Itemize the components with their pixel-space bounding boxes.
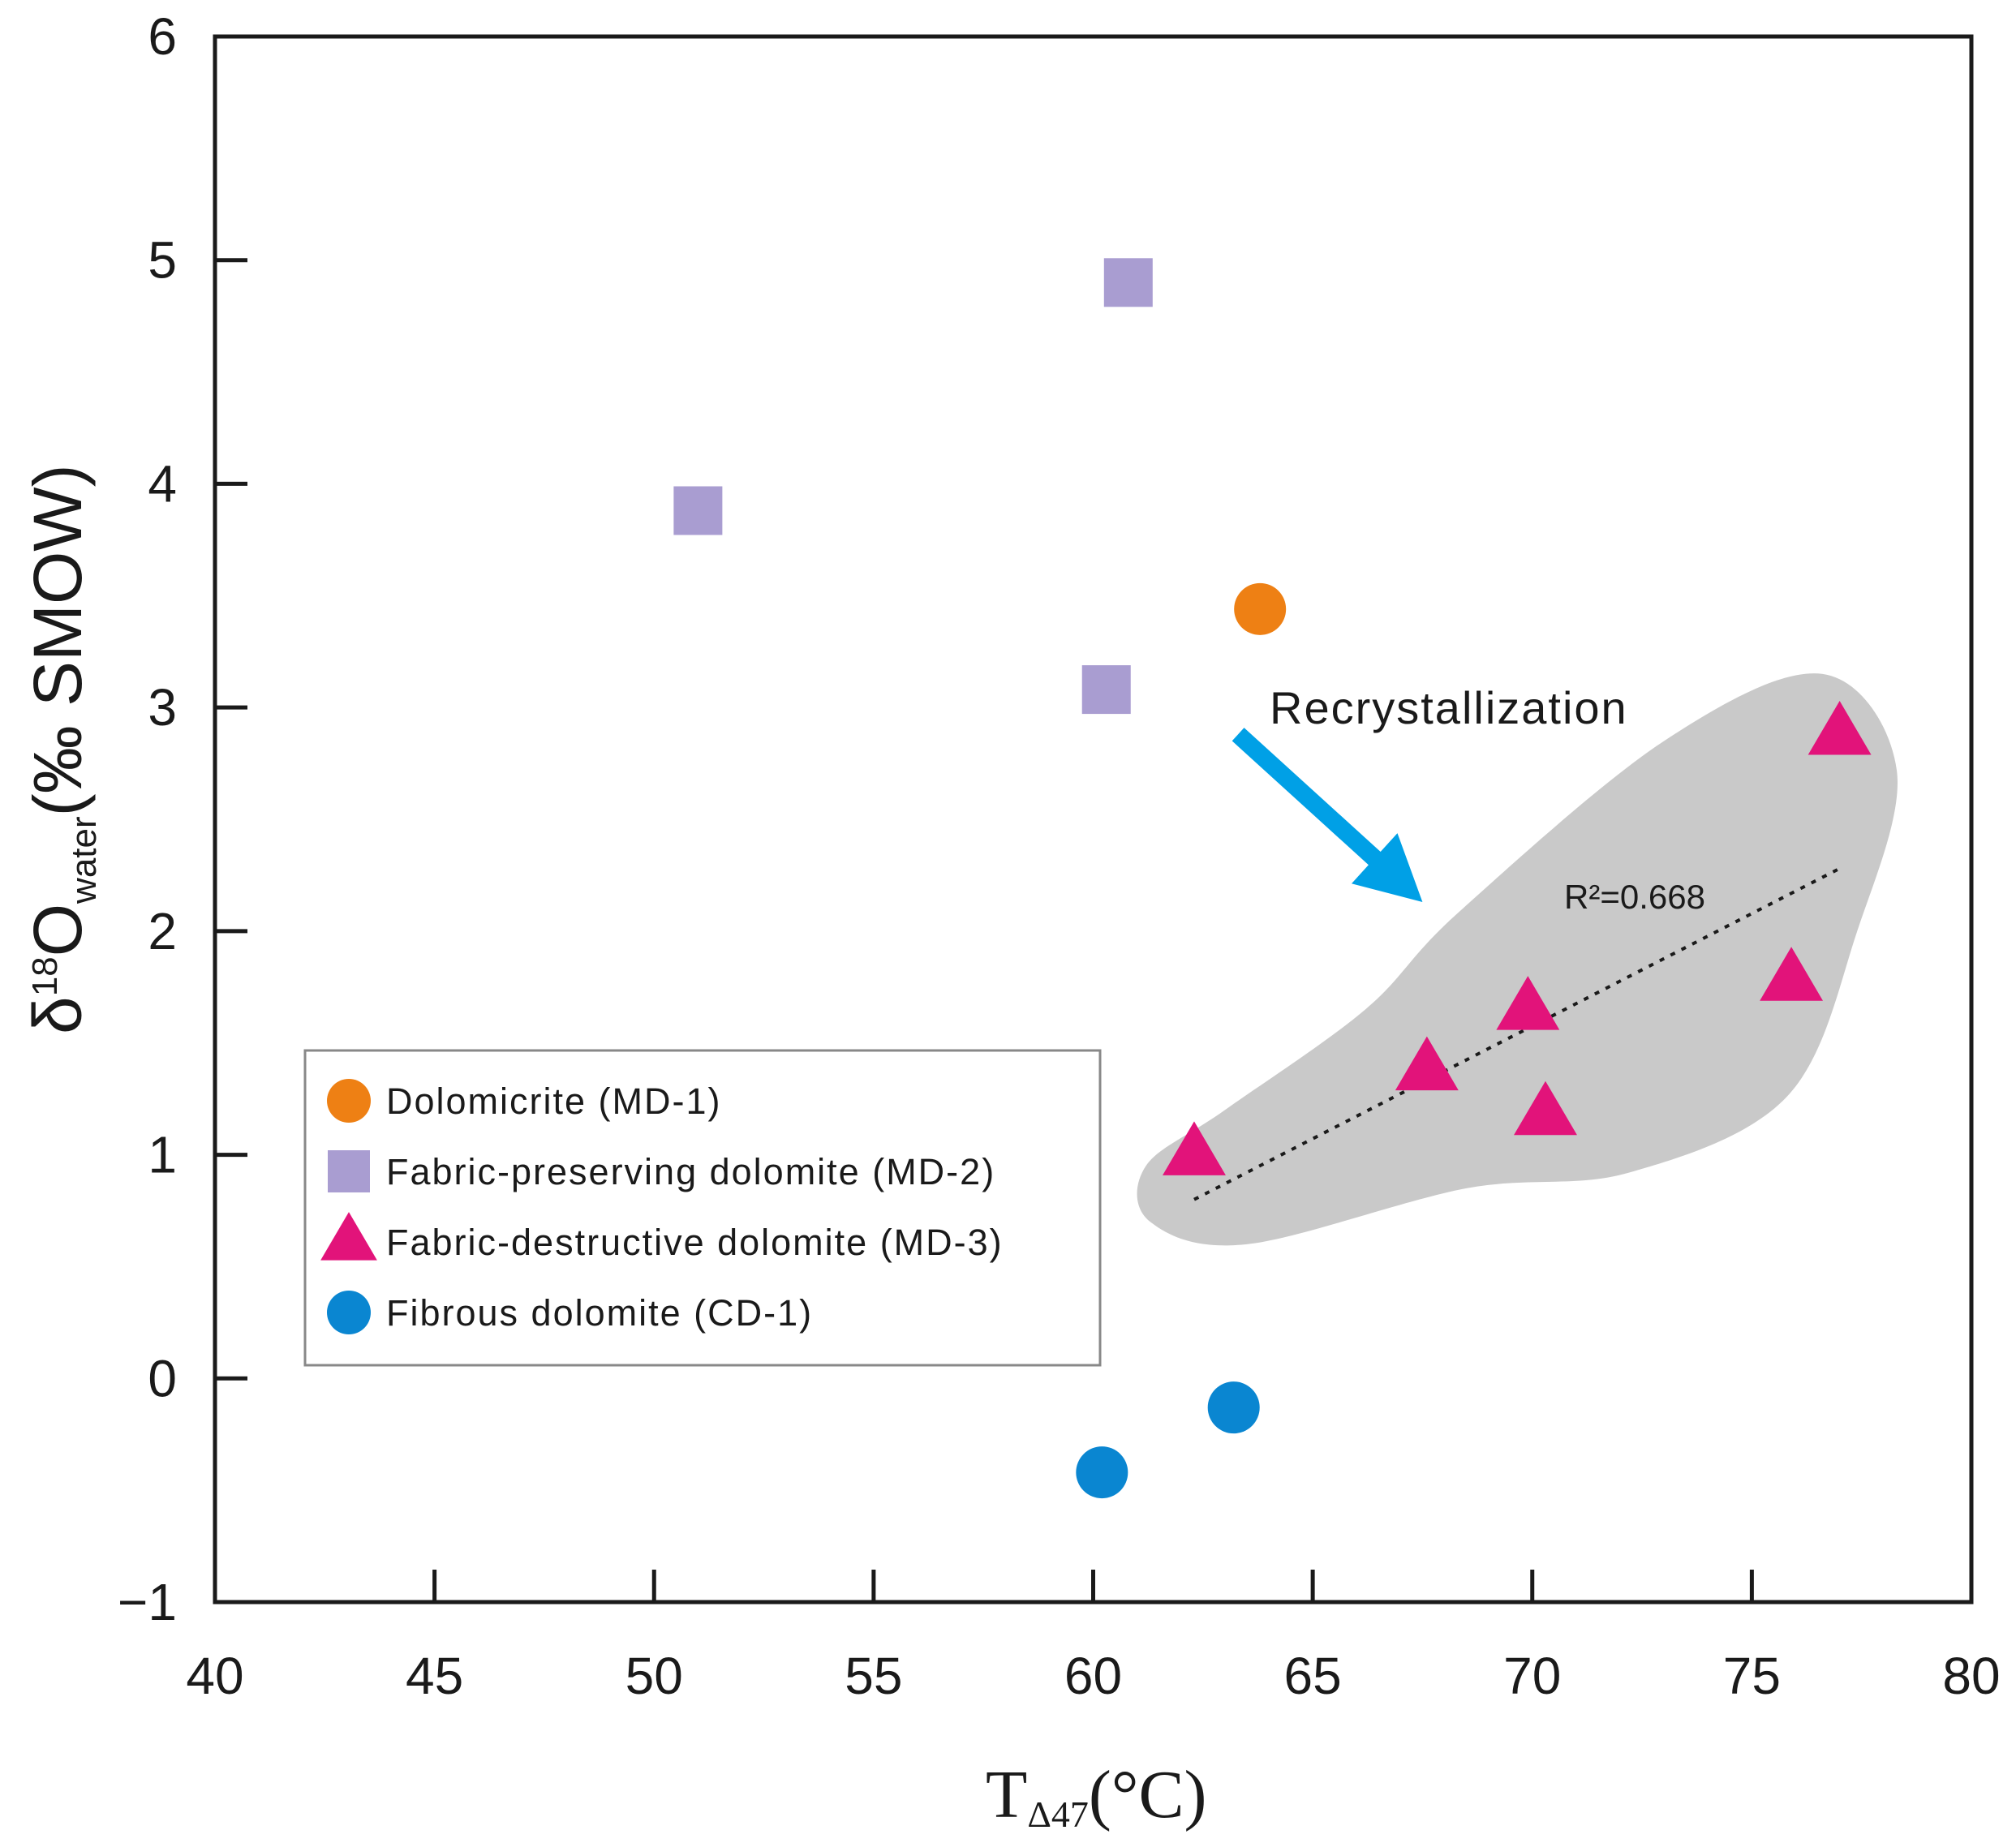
x-tick-label: 80 (1942, 1647, 2000, 1705)
legend-marker (320, 1212, 377, 1261)
x-axis-title: TΔ47(°C) (986, 1757, 1206, 1835)
y-tick-label: 0 (148, 1349, 177, 1407)
legend-label: Dolomicrite (MD-1) (386, 1080, 722, 1122)
data-point-triangle (1163, 1121, 1226, 1175)
x-tick-label: 40 (186, 1647, 243, 1705)
x-tick-label: 45 (406, 1647, 463, 1705)
x-tick-label: 70 (1503, 1647, 1561, 1705)
legend-label: Fibrous dolomite (CD-1) (386, 1292, 813, 1334)
data-point-square (1081, 665, 1131, 715)
x-tick-label: 65 (1284, 1647, 1342, 1705)
legend-label: Fabric-destructive dolomite (MD-3) (386, 1222, 1004, 1263)
recrystallization-arrow (1232, 728, 1423, 902)
data-point-triangle (1808, 700, 1872, 755)
y-tick-label: 3 (148, 678, 177, 737)
x-tick-label: 60 (1064, 1647, 1122, 1705)
y-tick-label: 6 (148, 7, 177, 66)
data-point-circle (1207, 1381, 1260, 1434)
x-tick-label: 50 (625, 1647, 683, 1705)
data-point-circle (1234, 582, 1287, 635)
legend-marker (327, 1291, 371, 1334)
data-point-triangle (1395, 1036, 1459, 1091)
data-point-triangle (1514, 1080, 1577, 1136)
y-tick-label: 1 (148, 1126, 177, 1184)
data-point-square (1103, 258, 1153, 307)
data-point-square (673, 486, 723, 535)
legend-marker (328, 1150, 370, 1192)
x-tick-label: 75 (1723, 1647, 1781, 1705)
legend-marker (327, 1079, 371, 1123)
y-tick-label: 4 (148, 454, 177, 513)
legend-label: Fabric-preserving dolomite (MD-2) (386, 1151, 995, 1192)
legend-box (303, 1049, 1102, 1367)
y-tick-label: 5 (148, 231, 177, 290)
y-tick-label: −1 (118, 1573, 177, 1631)
highlight-region (1137, 673, 1898, 1246)
data-point-triangle (1760, 947, 1824, 1001)
annotation-label: Recrystallization (1270, 682, 1628, 733)
x-tick-label: 55 (845, 1647, 902, 1705)
y-axis-title: δ18Owater(‰ SMOW) (19, 464, 104, 1034)
trendline-label: R²=0.668 (1564, 878, 1705, 916)
data-point-triangle (1496, 976, 1560, 1030)
data-point-circle (1076, 1446, 1128, 1499)
y-tick-label: 2 (148, 902, 177, 960)
